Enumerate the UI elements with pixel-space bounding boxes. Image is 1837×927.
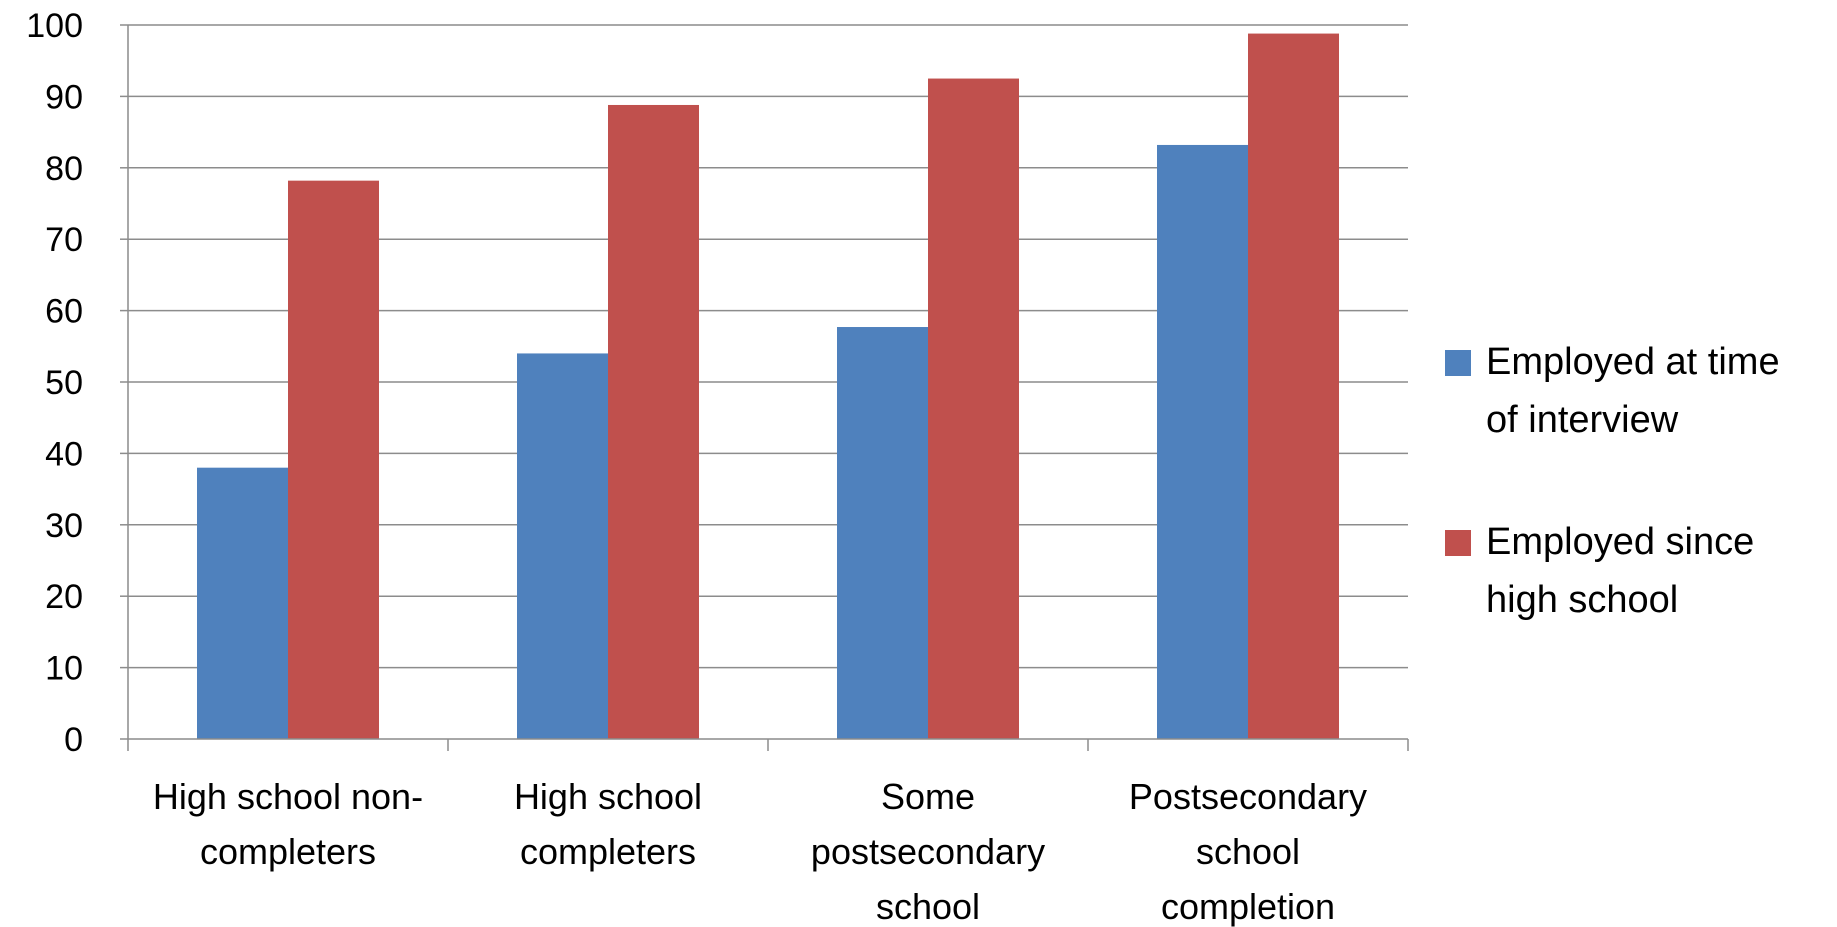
x-category-label-line: completers [200,831,376,872]
bar-employed-since-high-school-2 [608,104,699,739]
x-category-label: Some postsecondary school [811,776,1045,927]
legend-item-employed-at-interview: Employed at time of interview [1445,341,1780,441]
legend-label: Employed at time of interview [1486,341,1780,441]
x-category-label-line: postsecondary [811,831,1045,872]
x-category-label-line: completers [520,831,696,872]
bar-employed-since-high-school-3 [928,78,1019,740]
y-tick-label: 30 [45,507,83,545]
x-category-label-line: completion [1161,886,1335,927]
y-tick-label: 60 [45,293,83,331]
y-tick-label: 40 [45,435,83,473]
y-tick-label: 20 [45,578,83,616]
y-tick-label: 90 [45,78,83,116]
bar-employed-since-high-school-1 [288,180,379,740]
bar-employed-at-interview-3 [837,327,928,739]
legend-label-line: Employed at time [1486,341,1780,383]
bars [197,33,1339,740]
y-tick-label: 0 [64,721,83,759]
legend-swatch [1445,530,1471,556]
legend-label-line: of interview [1486,399,1679,441]
x-category-label: Postsecondary school completion [1129,776,1367,927]
x-category-label-line: Some [881,776,975,817]
x-category-label-line: Postsecondary [1129,776,1367,817]
legend-item-employed-since-high-school: Employed since high school [1445,521,1754,621]
legend-label-line: Employed since [1486,521,1754,563]
x-category-label-line: school [876,886,980,927]
y-tick-label: 10 [45,650,83,688]
bar-employed-at-interview-4 [1157,144,1248,739]
x-axis-category-labels: High school non-completers High school com… [153,776,1367,927]
x-category-label-line: High school non- [153,776,423,817]
bar-employed-since-high-school-4 [1248,33,1339,740]
axes [120,24,1409,751]
legend-label-line: high school [1486,579,1678,621]
x-category-label: High school completers [514,776,702,872]
y-tick-label: 80 [45,150,83,188]
legend-swatch [1445,350,1471,376]
y-axis-tick-labels: 0 10 20 30 40 50 60 70 80 90 100 [26,7,83,759]
x-category-label-line: school [1196,831,1300,872]
legend: Employed at time of interview Employed sin… [1445,341,1780,621]
y-tick-label: 50 [45,364,83,402]
bar-employed-at-interview-2 [517,353,608,739]
y-tick-label: 100 [26,7,83,45]
x-category-label: High school non-completers [153,776,423,872]
legend-label: Employed since high school [1486,521,1754,621]
x-category-label-line: High school [514,776,702,817]
bar-employed-at-interview-1 [197,467,288,739]
y-tick-label: 70 [45,221,83,259]
